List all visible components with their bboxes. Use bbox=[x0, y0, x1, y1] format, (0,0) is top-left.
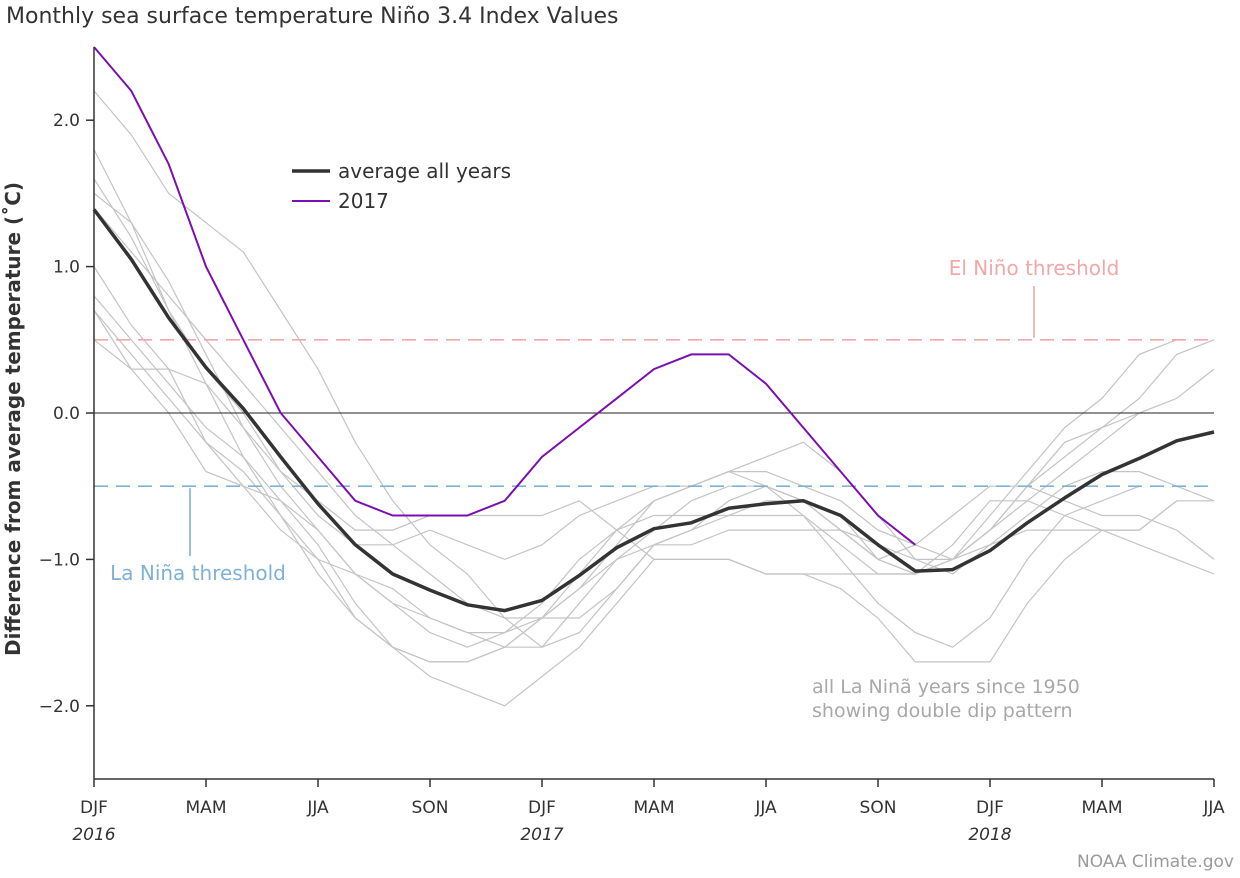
chart-title: Monthly sea surface temperature Niño 3.4… bbox=[6, 4, 619, 29]
x-tick-label: JJA bbox=[306, 798, 329, 818]
year-label: 2017 bbox=[520, 825, 563, 845]
el-nino-threshold-label: El Niño threshold bbox=[949, 256, 1120, 280]
x-tick-label: MAM bbox=[186, 798, 227, 818]
annotations-group: average all years 2017 El Niño threshold La… bbox=[110, 159, 1119, 722]
y-tick-label: −2.0 bbox=[39, 697, 80, 717]
y-tick-label: 2.0 bbox=[53, 111, 80, 131]
year-label: 2018 bbox=[968, 825, 1011, 845]
y-axis-title: Difference from average temperature (˚C) bbox=[1, 182, 25, 656]
background-years-note-line-1: showing double dip pattern bbox=[812, 700, 1073, 722]
background-years-group bbox=[93, 90, 1215, 707]
year-label: 2016 bbox=[72, 825, 115, 845]
x-tick-label: JJA bbox=[1202, 798, 1225, 818]
series-line-2017 bbox=[93, 46, 916, 546]
x-tick-label: DJF bbox=[976, 798, 1004, 818]
series-line-average bbox=[92, 208, 1215, 613]
legend-label-2017: 2017 bbox=[338, 189, 389, 213]
x-tick-label: DJF bbox=[80, 798, 108, 818]
y-tick-label: 0.0 bbox=[53, 404, 80, 424]
la-nina-threshold-label: La Niña threshold bbox=[110, 561, 286, 585]
background-year-line-1 bbox=[93, 149, 1140, 663]
x-tick-label: MAM bbox=[1082, 798, 1123, 818]
x-tick-label: JJA bbox=[754, 798, 777, 818]
credit-text: NOAA Climate.gov bbox=[1076, 852, 1234, 872]
main-series-group bbox=[92, 46, 1215, 613]
background-year-line-3 bbox=[93, 295, 1178, 707]
y-tick-label: −1.0 bbox=[39, 550, 80, 570]
x-tick-label: MAM bbox=[634, 798, 675, 818]
legend-label-average: average all years bbox=[338, 159, 511, 183]
x-tick-label: SON bbox=[412, 798, 449, 818]
background-year-line-8 bbox=[93, 266, 1215, 663]
y-tick-label: 1.0 bbox=[53, 258, 80, 278]
x-tick-label: DJF bbox=[528, 798, 556, 818]
axes-group: 2.0 1.0 0.0 −1.0 −2.0 DJF MAM JJA SON DJF MAM JJA SO… bbox=[1, 47, 1225, 845]
background-years-note-line-0: all La Ninã years since 1950 bbox=[812, 676, 1080, 698]
x-tick-label: SON bbox=[860, 798, 897, 818]
